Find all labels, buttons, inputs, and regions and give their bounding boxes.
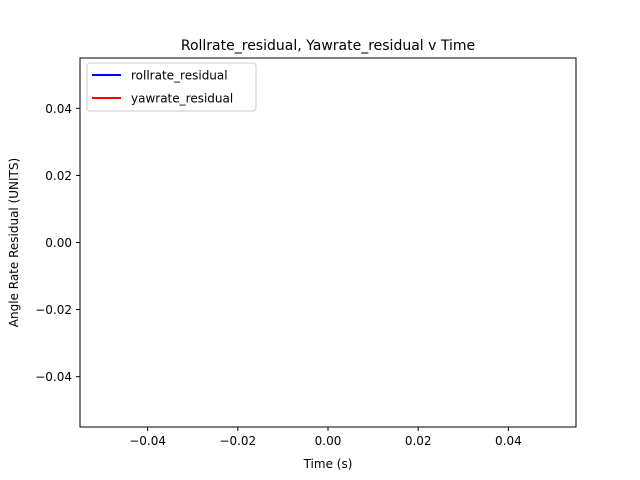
legend-box — [86, 62, 257, 112]
x-tick-label: −0.02 — [219, 434, 256, 448]
x-axis: −0.04 −0.02 0.00 0.02 0.04 — [129, 427, 522, 448]
y-tick-label: 0.04 — [45, 102, 72, 116]
legend-label: yawrate_residual — [131, 92, 233, 106]
chart-title: Rollrate_residual, Yawrate_residual v Ti… — [181, 38, 475, 54]
legend-label: rollrate_residual — [131, 69, 228, 83]
x-tick-label: 0.04 — [495, 434, 522, 448]
y-tick-label: 0.00 — [45, 236, 72, 250]
x-tick-label: 0.00 — [315, 434, 342, 448]
x-axis-label: Time (s) — [303, 457, 353, 471]
x-tick-label: 0.02 — [405, 434, 432, 448]
y-tick-label: 0.02 — [45, 169, 72, 183]
y-axis-label: Angle Rate Residual (UNITS) — [7, 158, 21, 327]
y-axis: −0.04 −0.02 0.00 0.02 0.04 — [35, 102, 80, 384]
x-tick-label: −0.04 — [129, 434, 166, 448]
legend: rollrate_residual yawrate_residual — [86, 62, 257, 112]
y-tick-label: −0.02 — [35, 303, 72, 317]
plot-area — [79, 57, 577, 428]
y-tick-label: −0.04 — [35, 370, 72, 384]
plot-frame — [79, 57, 577, 428]
